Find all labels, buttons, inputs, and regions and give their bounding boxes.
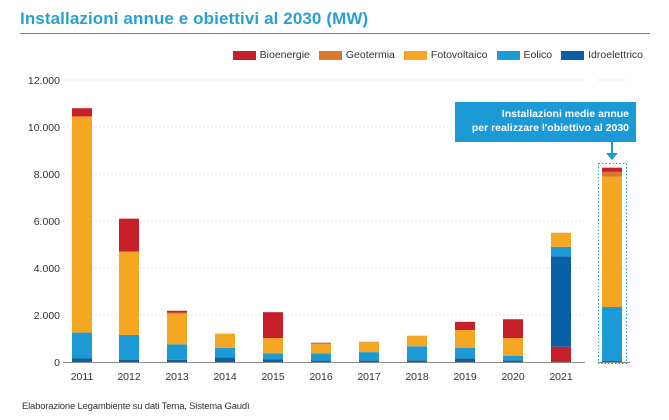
x-tick-label-2018: 2018 (405, 371, 429, 383)
bar-segment-2017-eolico (359, 352, 379, 361)
legend-label-eolico: Eolico (523, 49, 553, 61)
x-tick-label-2012: 2012 (117, 371, 141, 383)
bar-segment-2014-fotovoltaico (215, 333, 235, 348)
x-tick-label-2017: 2017 (357, 371, 381, 383)
y-tick-label: 0 (54, 357, 60, 369)
bar-segment-2011-eolico (72, 332, 92, 359)
bar-segment-2021-eolico (551, 246, 571, 257)
x-tick-label-2019: 2019 (453, 371, 477, 383)
legend-swatch-eolico (496, 50, 520, 60)
bar-segment-2014-eolico (215, 347, 235, 358)
x-tick-label-2014: 2014 (213, 371, 237, 383)
bar-segment-target-2030-geotermia (602, 171, 622, 177)
legend-item-eolico: Eolico (496, 49, 553, 61)
bar-segment-2020-fotovoltaico (503, 338, 523, 356)
x-tick-label-2013: 2013 (165, 371, 189, 383)
bar-segment-target-2030-bioenergie (602, 167, 622, 172)
legend: Bioenergie Geotermia Fotovoltaico Eolico… (224, 49, 643, 61)
bar-segment-2011-bioenergie (72, 108, 92, 117)
legend-label-geotermia: Geotermia (345, 49, 395, 61)
callout-line-2: per realizzare l'obiettivo al 2030 (471, 122, 629, 134)
legend-item-idroelettrico: Idroelettrico (561, 49, 643, 61)
source-note: Elaborazione Legambiente su dati Terna, … (22, 401, 250, 412)
bar-segment-2011-fotovoltaico (72, 116, 92, 333)
bar-segment-2012-idroelettrico (119, 359, 139, 362)
bar-segment-2013-fotovoltaico (167, 313, 187, 345)
callout-arrow-head (606, 153, 618, 160)
legend-label-fotovoltaico: Fotovoltaico (430, 49, 488, 61)
callout-line-1: Installazioni medie annue (501, 108, 629, 120)
bar-segment-2018-idroelettrico (407, 360, 427, 362)
bar-segment-2013-geotermia (167, 312, 187, 314)
bar-segment-2020-bioenergie (503, 319, 523, 339)
bar-segment-2016-eolico (311, 353, 331, 361)
bar-segment-2015-fotovoltaico (263, 338, 283, 354)
bar-segment-2016-fotovoltaico (311, 344, 331, 354)
bar-segment-2021-fotovoltaico (551, 232, 571, 247)
bar-segment-2013-eolico (167, 344, 187, 360)
bar-segment-2019-fotovoltaico (455, 330, 475, 348)
legend-swatch-bioenergie (232, 50, 256, 60)
x-tick-label-2016: 2016 (309, 371, 333, 383)
bar-segment-2013-idroelettrico (167, 359, 187, 362)
bar-segment-2012-fotovoltaico (119, 251, 139, 335)
legend-swatch-fotovoltaico (403, 50, 427, 60)
target-callout: Installazioni medie annue per realizzare… (455, 102, 636, 142)
bar-segment-2021-bioenergie (551, 346, 571, 362)
bar-segment-target-2030-idroelettrico (602, 361, 622, 362)
bar-segment-2012-bioenergie (119, 218, 139, 252)
x-tick-label-2015: 2015 (261, 371, 285, 383)
y-tick-label: 4.000 (34, 263, 60, 275)
target-bar-frame (598, 163, 627, 364)
legend-label-bioenergie: Bioenergie (259, 49, 310, 61)
bar-segment-2017-fotovoltaico (359, 342, 379, 353)
bar-segment-2015-idroelettrico (263, 359, 283, 362)
bar-segment-2019-bioenergie (455, 321, 475, 331)
chart-title: Installazioni annue e obiettivi al 2030 … (20, 9, 369, 28)
legend-swatch-geotermia (318, 50, 342, 60)
bar-segment-2013-bioenergie (167, 310, 187, 313)
x-tick-label-2011: 2011 (71, 371, 94, 383)
bar-segment-target-2030-fotovoltaico (602, 176, 622, 308)
bar-segment-2017-idroelettrico (359, 360, 379, 362)
bar-segment-2018-fotovoltaico (407, 335, 427, 347)
bar-segment-2016-idroelettrico (311, 360, 331, 362)
legend-swatch-idroelettrico (561, 50, 585, 60)
legend-item-fotovoltaico: Fotovoltaico (403, 49, 488, 61)
bar-segment-2021-idroelettrico (551, 256, 571, 347)
bar-segment-2018-eolico (407, 346, 427, 361)
title-divider (20, 33, 650, 34)
bar-segment-2015-bioenergie (263, 312, 283, 339)
bar-segment-2015-eolico (263, 353, 283, 360)
bar-segment-2012-eolico (119, 334, 139, 360)
bars (72, 108, 622, 362)
legend-item-bioenergie: Bioenergie (232, 49, 310, 61)
bar-segment-2014-idroelettrico (215, 357, 235, 362)
legend-label-idroelettrico: Idroelettrico (588, 49, 643, 61)
target-highlight (598, 142, 627, 364)
x-tick-label-2021: 2021 (549, 371, 573, 383)
bar-segment-2019-idroelettrico (455, 358, 475, 362)
axis-labels: 0 2.000 4.000 6.000 8.000 10.000 12.000 2011 201… (28, 75, 573, 383)
bar-segment-2011-idroelettrico (72, 358, 92, 362)
y-tick-label: 6.000 (34, 216, 60, 228)
legend-item-geotermia: Geotermia (318, 49, 395, 61)
y-tick-label: 8.000 (34, 169, 60, 181)
y-tick-label: 12.000 (28, 75, 60, 87)
y-tick-label: 2.000 (34, 310, 60, 322)
bar-segment-2020-eolico (503, 355, 523, 361)
x-tick-label-2020: 2020 (501, 371, 525, 383)
bar-segment-2016-geotermia (311, 342, 331, 345)
bar-segment-2020-idroelettrico (503, 360, 523, 362)
bar-segment-target-2030-eolico (602, 307, 622, 362)
y-tick-label: 10.000 (28, 122, 60, 134)
bar-segment-2019-eolico (455, 347, 475, 359)
